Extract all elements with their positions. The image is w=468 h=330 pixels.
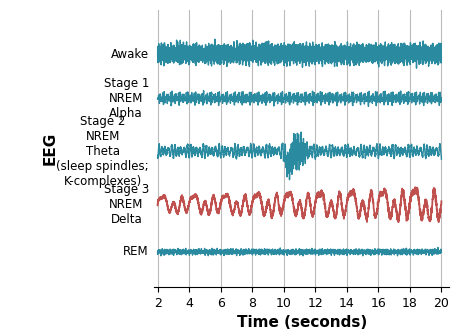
Text: Stage 3
NREM
Delta: Stage 3 NREM Delta <box>103 182 149 226</box>
Y-axis label: EEG: EEG <box>42 132 57 165</box>
X-axis label: Time (seconds): Time (seconds) <box>237 315 367 330</box>
Text: Stage 1
NREM
Alpha: Stage 1 NREM Alpha <box>103 77 149 120</box>
Text: Awake: Awake <box>111 48 149 60</box>
Text: REM: REM <box>123 245 149 258</box>
Text: Stage 2
NREM
Theta
(sleep spindles;
K-complexes): Stage 2 NREM Theta (sleep spindles; K-co… <box>56 115 149 188</box>
